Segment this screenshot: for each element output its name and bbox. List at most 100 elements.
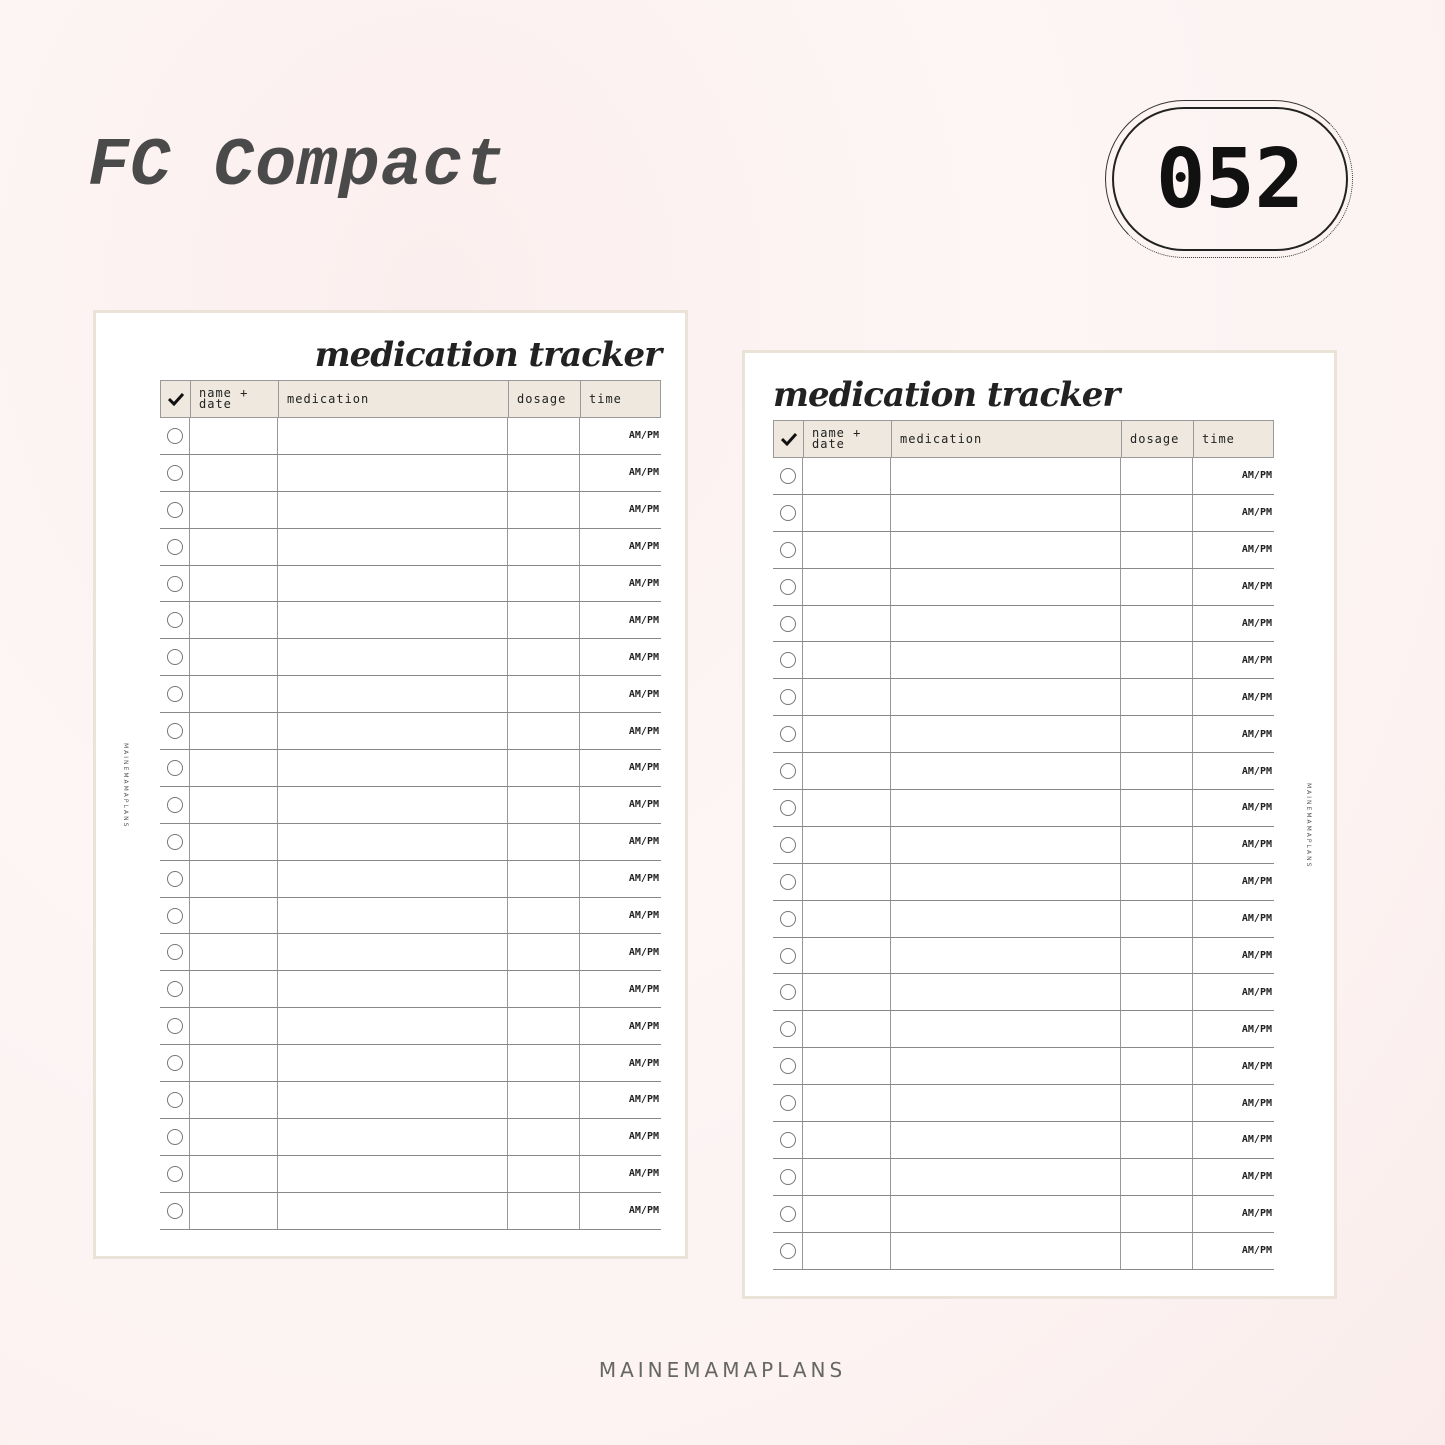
checkbox-circle[interactable]: [166, 833, 183, 850]
checkbox-circle[interactable]: [779, 873, 796, 890]
table-cell[interactable]: [190, 528, 278, 565]
checkbox-circle[interactable]: [779, 726, 796, 743]
table-cell[interactable]: [1121, 790, 1193, 826]
checkbox-circle[interactable]: [166, 723, 183, 740]
table-cell[interactable]: [278, 1155, 508, 1192]
table-cell[interactable]: [508, 971, 580, 1008]
table-cell[interactable]: [803, 863, 891, 900]
time-cell[interactable]: AM/PM: [628, 946, 659, 958]
table-cell[interactable]: [508, 528, 580, 565]
table-cell[interactable]: [1121, 679, 1193, 716]
table-cell[interactable]: [508, 1118, 580, 1155]
time-cell[interactable]: AM/PM: [1241, 913, 1272, 925]
table-cell[interactable]: [803, 790, 891, 826]
checkbox-circle[interactable]: [166, 944, 183, 961]
checkbox-circle[interactable]: [166, 759, 183, 776]
table-cell[interactable]: [1121, 494, 1193, 531]
time-cell[interactable]: AM/PM: [628, 799, 659, 811]
table-cell[interactable]: [891, 1085, 1121, 1122]
table-cell[interactable]: [278, 491, 508, 528]
table-cell[interactable]: [278, 934, 508, 971]
table-cell[interactable]: [278, 565, 508, 602]
checkbox-circle[interactable]: [779, 504, 796, 521]
table-cell[interactable]: [278, 860, 508, 897]
checkbox-circle[interactable]: [779, 1095, 796, 1112]
checkbox-circle[interactable]: [779, 541, 796, 558]
time-cell[interactable]: AM/PM: [628, 688, 659, 700]
time-cell[interactable]: AM/PM: [1241, 618, 1272, 629]
checkbox-circle[interactable]: [779, 947, 796, 964]
table-cell[interactable]: [278, 713, 508, 750]
table-cell[interactable]: [190, 786, 278, 823]
table-cell[interactable]: [891, 863, 1121, 900]
table-cell[interactable]: [1121, 531, 1193, 568]
table-cell[interactable]: [190, 491, 278, 528]
table-cell[interactable]: [803, 1085, 891, 1122]
table-cell[interactable]: [1121, 937, 1193, 974]
table-cell[interactable]: [891, 937, 1121, 974]
time-cell[interactable]: AM/PM: [628, 614, 659, 626]
table-cell[interactable]: [278, 602, 508, 639]
table-cell[interactable]: [190, 454, 278, 491]
table-cell[interactable]: [803, 679, 891, 716]
time-cell[interactable]: AM/PM: [1241, 728, 1272, 740]
checkbox-circle[interactable]: [166, 1018, 183, 1035]
time-cell[interactable]: AM/PM: [628, 910, 659, 922]
checkbox-circle[interactable]: [166, 796, 183, 813]
table-cell[interactable]: [278, 676, 508, 713]
table-cell[interactable]: [891, 494, 1121, 531]
table-cell[interactable]: [891, 1232, 1121, 1269]
checkbox-circle[interactable]: [166, 1055, 183, 1072]
table-cell[interactable]: [508, 565, 580, 602]
table-cell[interactable]: [278, 786, 508, 823]
table-cell[interactable]: [1121, 900, 1193, 937]
table-cell[interactable]: [278, 971, 508, 1008]
time-cell[interactable]: AM/PM: [628, 725, 659, 737]
table-cell[interactable]: [891, 458, 1121, 494]
table-cell[interactable]: [508, 491, 580, 528]
checkbox-circle[interactable]: [779, 984, 796, 1001]
time-cell[interactable]: AM/PM: [1241, 470, 1272, 482]
table-cell[interactable]: [803, 826, 891, 863]
table-cell[interactable]: [190, 1045, 278, 1082]
table-cell[interactable]: [891, 531, 1121, 568]
time-cell[interactable]: AM/PM: [628, 836, 659, 848]
checkbox-circle[interactable]: [779, 799, 796, 816]
table-cell[interactable]: [1121, 1011, 1193, 1048]
table-cell[interactable]: [278, 823, 508, 860]
table-cell[interactable]: [190, 1008, 278, 1045]
table-cell[interactable]: [190, 565, 278, 602]
time-cell[interactable]: AM/PM: [1241, 876, 1272, 888]
table-cell[interactable]: [1121, 642, 1193, 679]
table-cell[interactable]: [891, 1048, 1121, 1085]
table-cell[interactable]: [508, 676, 580, 713]
table-cell[interactable]: [891, 1122, 1121, 1158]
table-cell[interactable]: [1121, 826, 1193, 863]
checkbox-circle[interactable]: [166, 1202, 183, 1219]
table-cell[interactable]: [891, 1195, 1121, 1232]
table-cell[interactable]: [1121, 1085, 1193, 1122]
table-cell[interactable]: [508, 1155, 580, 1192]
table-cell[interactable]: [1121, 568, 1193, 605]
time-cell[interactable]: AM/PM: [1241, 1097, 1272, 1109]
time-cell[interactable]: AM/PM: [1241, 1208, 1272, 1220]
table-cell[interactable]: [508, 934, 580, 971]
table-cell[interactable]: [278, 1045, 508, 1082]
time-cell[interactable]: AM/PM: [1241, 950, 1272, 962]
table-cell[interactable]: [1121, 458, 1193, 494]
time-cell[interactable]: AM/PM: [628, 1057, 659, 1069]
table-cell[interactable]: [190, 713, 278, 750]
time-cell[interactable]: AM/PM: [1241, 654, 1272, 666]
table-cell[interactable]: [1121, 974, 1193, 1011]
time-cell[interactable]: AM/PM: [628, 651, 659, 663]
table-cell[interactable]: [803, 716, 891, 753]
table-cell[interactable]: [803, 1011, 891, 1048]
time-cell[interactable]: AM/PM: [1241, 1060, 1272, 1072]
table-cell[interactable]: [803, 753, 891, 790]
table-cell[interactable]: [803, 900, 891, 937]
table-cell[interactable]: [508, 1192, 580, 1229]
table-cell[interactable]: [803, 1048, 891, 1085]
table-cell[interactable]: [803, 1195, 891, 1232]
table-cell[interactable]: [278, 528, 508, 565]
table-cell[interactable]: [508, 602, 580, 639]
